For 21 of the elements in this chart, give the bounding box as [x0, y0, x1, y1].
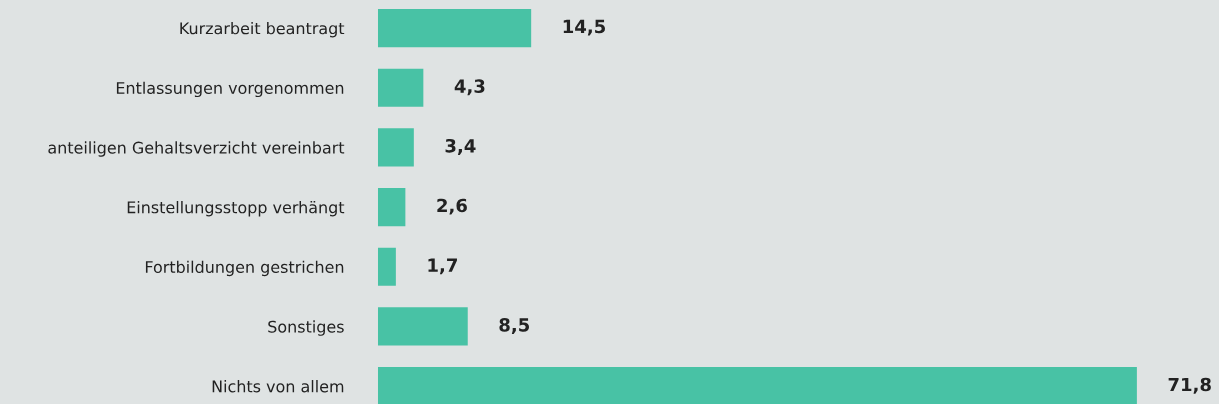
data-label: 1,7 — [428, 258, 457, 275]
y-tick-label: Sonstiges — [268, 320, 344, 336]
data-label: 4,3 — [454, 79, 485, 96]
bar — [377, 8, 532, 48]
bar — [377, 187, 406, 227]
data-label: 71,8 — [1168, 377, 1211, 394]
data-label: 8,5 — [499, 318, 530, 334]
y-tick-label: Fortbildungen gestrichen — [145, 260, 344, 277]
bar — [377, 247, 396, 286]
bar — [377, 128, 414, 167]
y-tick-label: Kurzarbeit beantragt — [180, 21, 345, 38]
y-tick-label: Nichts von allem — [212, 380, 344, 393]
bar — [377, 68, 424, 107]
bar — [377, 367, 1137, 404]
y-tick-label: Entlassungen vorgenommen — [116, 81, 344, 98]
bar — [377, 307, 468, 346]
y-tick-label: Einstellungsstopp verhängt — [127, 201, 345, 217]
data-label: 14,5 — [563, 19, 606, 36]
data-label: 3,4 — [445, 138, 476, 155]
y-tick-label: anteiligen Gehaltsverzicht vereinbart — [48, 141, 345, 157]
data-label: 2,6 — [437, 198, 467, 215]
